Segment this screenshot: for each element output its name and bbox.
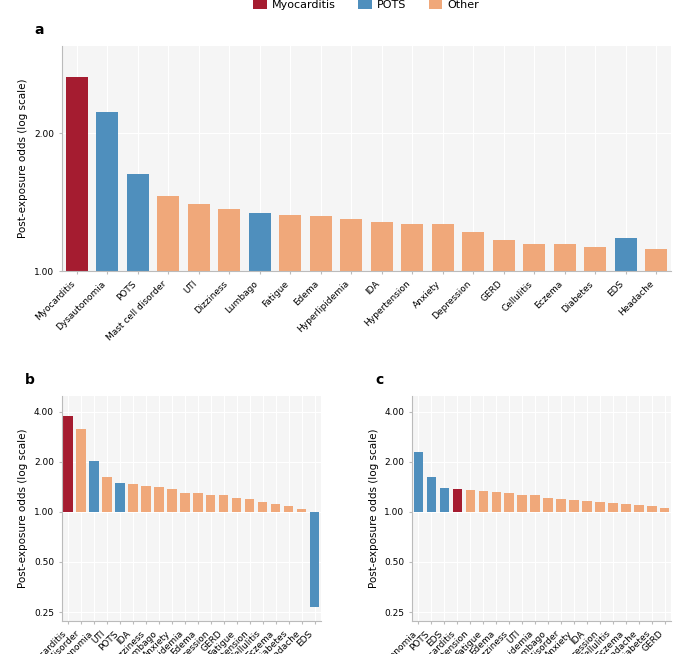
Bar	[432, 224, 453, 271]
Bar	[660, 508, 669, 512]
Bar	[543, 498, 553, 512]
Bar	[284, 506, 293, 512]
Bar	[556, 499, 566, 512]
Bar	[553, 243, 575, 271]
Bar	[128, 484, 138, 512]
Bar	[115, 483, 125, 512]
Bar	[453, 489, 462, 512]
Bar	[90, 461, 99, 512]
Bar	[569, 500, 579, 512]
Bar	[141, 485, 151, 512]
Bar	[245, 499, 254, 512]
Bar	[595, 502, 605, 512]
Bar	[188, 204, 210, 271]
Bar	[621, 504, 631, 512]
Bar	[279, 215, 301, 271]
Bar	[427, 477, 436, 512]
Bar	[493, 240, 514, 271]
Y-axis label: Post-exposure odds (log scale): Post-exposure odds (log scale)	[18, 429, 28, 588]
Bar	[127, 174, 149, 271]
Bar	[517, 494, 527, 512]
Text: a: a	[34, 23, 44, 37]
Bar	[206, 494, 216, 512]
Y-axis label: Post-exposure odds (log scale): Post-exposure odds (log scale)	[369, 429, 379, 588]
Bar	[523, 243, 545, 271]
Bar	[582, 500, 592, 512]
Text: c: c	[375, 373, 384, 387]
Bar	[634, 505, 643, 512]
Bar	[249, 213, 271, 271]
Bar	[158, 196, 179, 271]
Bar	[310, 216, 332, 271]
Bar	[77, 429, 86, 512]
Bar	[219, 495, 229, 512]
Bar	[530, 495, 540, 512]
Bar	[645, 249, 667, 271]
Bar	[608, 503, 618, 512]
Bar	[219, 209, 240, 271]
Bar	[258, 502, 267, 512]
Bar	[232, 498, 241, 512]
Y-axis label: Post-exposure odds (log scale): Post-exposure odds (log scale)	[18, 79, 28, 238]
Bar	[66, 77, 88, 271]
Bar	[102, 477, 112, 512]
Bar	[614, 239, 636, 271]
Bar	[584, 247, 606, 271]
Bar	[479, 491, 488, 512]
Bar	[504, 493, 514, 512]
Bar	[462, 232, 484, 271]
Bar	[64, 417, 73, 512]
Bar	[310, 512, 319, 606]
Bar	[167, 489, 177, 512]
Bar	[97, 112, 119, 271]
Bar	[492, 492, 501, 512]
Bar	[271, 504, 280, 512]
Legend: Myocarditis, POTS, Other: Myocarditis, POTS, Other	[253, 0, 480, 10]
Bar	[340, 219, 362, 271]
Bar	[154, 487, 164, 512]
Bar	[414, 453, 423, 512]
Bar	[297, 509, 306, 512]
Bar	[401, 224, 423, 271]
Bar	[466, 490, 475, 512]
Bar	[193, 494, 203, 512]
Bar	[440, 488, 449, 512]
Bar	[371, 222, 393, 271]
Bar	[180, 493, 190, 512]
Text: b: b	[25, 373, 35, 387]
Bar	[647, 506, 656, 512]
